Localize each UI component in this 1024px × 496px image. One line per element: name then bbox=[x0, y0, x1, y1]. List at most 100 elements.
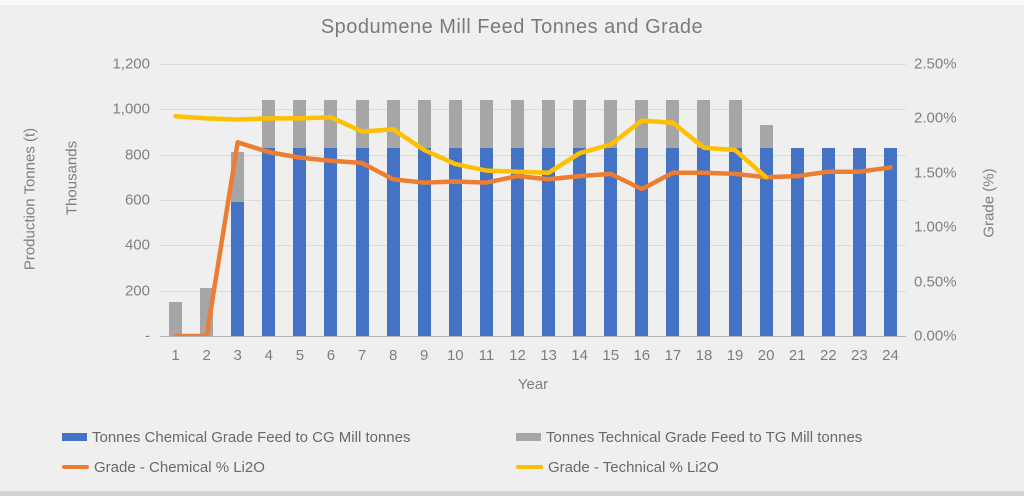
bar-technical-grade-feed bbox=[728, 100, 742, 148]
x-axis-tick-label: 3 bbox=[233, 347, 242, 364]
left-axis-tick-labels: 1,200 1,000 800 600 400 200 - bbox=[86, 56, 150, 345]
bar-technical-grade-feed bbox=[231, 152, 245, 203]
bar-technical-grade-feed bbox=[324, 100, 338, 148]
x-axis-tick-label: 7 bbox=[357, 347, 367, 364]
legend-label: Tonnes Technical Grade Feed to TG Mill t… bbox=[546, 428, 863, 446]
x-axis-tick-label: 20 bbox=[757, 347, 775, 364]
right-axis-tick-label: 1.00% bbox=[914, 218, 957, 236]
legend-item: Grade - Technical % Li2O bbox=[516, 458, 719, 476]
left-axis-tick-label: 600 bbox=[124, 191, 150, 209]
bar-chemical-grade-feed bbox=[510, 147, 524, 336]
x-axis-tick-labels: 1 2 3 4 5 6 7 8 9 10 11 12 13 14 15 16 17 18 19 20 21 22 23 24 bbox=[160, 347, 906, 365]
x-axis-tick-label: 22 bbox=[819, 347, 837, 364]
x-axis-tick-label: 19 bbox=[726, 347, 744, 364]
bar-chemical-grade-feed bbox=[293, 147, 307, 336]
bar-chemical-grade-feed bbox=[542, 147, 556, 336]
x-axis-tick-label: 12 bbox=[509, 347, 526, 364]
left-axis-tick-label: 800 bbox=[124, 146, 150, 164]
legend-item: Tonnes Chemical Grade Feed to CG Mill to… bbox=[62, 428, 410, 446]
legend-swatch-bar bbox=[516, 433, 541, 441]
gridline bbox=[160, 109, 906, 111]
x-axis-tick-label: 5 bbox=[295, 347, 305, 364]
bar-technical-grade-feed bbox=[479, 100, 493, 148]
x-axis-tick-label: 11 bbox=[478, 347, 495, 364]
bar-chemical-grade-feed bbox=[759, 147, 773, 336]
x-axis-tick-label: 6 bbox=[326, 347, 336, 364]
photo-edge-top bbox=[0, 0, 1024, 5]
left-axis-units-label: Thousands bbox=[63, 140, 81, 216]
x-axis-tick-label: 13 bbox=[540, 347, 557, 364]
legend-item: Tonnes Technical Grade Feed to TG Mill t… bbox=[516, 428, 862, 446]
bar-chemical-grade-feed bbox=[355, 147, 369, 336]
bar-chemical-grade-feed bbox=[883, 147, 897, 336]
bar-chemical-grade-feed bbox=[324, 147, 338, 336]
bar-chemical-grade-feed bbox=[604, 147, 618, 336]
x-axis-tick-label: 9 bbox=[420, 347, 429, 364]
bar-chemical-grade-feed bbox=[728, 147, 742, 336]
gridline bbox=[160, 64, 906, 65]
bar-technical-grade-feed bbox=[200, 288, 214, 336]
bar-chemical-grade-feed bbox=[386, 147, 400, 336]
bar-chemical-grade-feed bbox=[666, 147, 680, 336]
left-axis-tick-label: 400 bbox=[124, 236, 150, 254]
x-axis-tick-label: 16 bbox=[633, 347, 651, 364]
legend-swatch-line bbox=[62, 465, 89, 469]
x-axis-tick-label: 24 bbox=[882, 347, 899, 364]
photo-edge-bottom bbox=[0, 491, 1024, 496]
bar-chemical-grade-feed bbox=[821, 147, 835, 336]
left-axis-tick-label: 1,200 bbox=[112, 55, 150, 73]
right-axis-tick-label: 2.50% bbox=[914, 55, 957, 73]
right-axis-tick-label: 0.50% bbox=[914, 273, 957, 291]
left-axis-title: Production Tonnes (t) bbox=[21, 127, 39, 271]
bar-technical-grade-feed bbox=[262, 100, 276, 148]
bar-chemical-grade-feed bbox=[448, 147, 462, 336]
bar-chemical-grade-feed bbox=[262, 147, 276, 336]
plot-area bbox=[160, 64, 906, 337]
bar-chemical-grade-feed bbox=[852, 147, 866, 336]
x-axis-tick-label: 1 bbox=[171, 347, 180, 364]
bar-technical-grade-feed bbox=[448, 100, 462, 148]
bar-chemical-grade-feed bbox=[479, 147, 493, 336]
x-axis-tick-label: 21 bbox=[788, 347, 806, 364]
bar-technical-grade-feed bbox=[697, 100, 711, 148]
x-axis-title: Year bbox=[517, 376, 549, 393]
bar-technical-grade-feed bbox=[759, 125, 773, 148]
left-axis-tick-label: 1,000 bbox=[112, 100, 150, 118]
bar-technical-grade-feed bbox=[510, 100, 524, 148]
right-axis-tick-label: 0.00% bbox=[914, 327, 957, 345]
right-axis-tick-labels: 2.50% 2.00% 1.50% 1.00% 0.50% 0.00% bbox=[914, 56, 984, 345]
bar-technical-grade-feed bbox=[417, 100, 431, 148]
bar-technical-grade-feed bbox=[573, 100, 587, 148]
bar-chemical-grade-feed bbox=[573, 147, 587, 336]
legend-label: Grade - Chemical % Li2O bbox=[94, 458, 265, 476]
x-axis-tick-label: 10 bbox=[446, 347, 464, 364]
x-axis-tick-label: 4 bbox=[264, 347, 273, 364]
x-axis-tick-label: 15 bbox=[602, 347, 620, 364]
legend-item: Grade - Chemical % Li2O bbox=[62, 458, 265, 476]
x-axis-tick-label: 17 bbox=[664, 347, 682, 364]
x-axis-tick-label: 14 bbox=[571, 347, 588, 364]
right-axis-tick-label: 2.00% bbox=[914, 109, 957, 127]
bar-technical-grade-feed bbox=[386, 100, 400, 148]
bar-chemical-grade-feed bbox=[635, 147, 649, 336]
bar-technical-grade-feed bbox=[355, 100, 369, 148]
bar-technical-grade-feed bbox=[635, 100, 649, 148]
line-grade-chemical bbox=[173, 140, 893, 336]
bar-technical-grade-feed bbox=[604, 100, 618, 148]
bar-technical-grade-feed bbox=[542, 100, 556, 148]
x-axis-tick-label: 8 bbox=[388, 347, 398, 364]
legend-label: Tonnes Chemical Grade Feed to CG Mill to… bbox=[92, 428, 411, 446]
legend-swatch-bar bbox=[62, 433, 87, 441]
x-axis-tick-label: 18 bbox=[695, 347, 713, 364]
bar-chemical-grade-feed bbox=[231, 202, 245, 336]
x-axis-tick-label: 2 bbox=[202, 347, 211, 364]
bar-technical-grade-feed bbox=[293, 100, 307, 148]
legend-swatch-line bbox=[516, 465, 543, 469]
chart-title: Spodumene Mill Feed Tonnes and Grade bbox=[320, 16, 704, 38]
axis-zero-line bbox=[160, 336, 906, 337]
bar-technical-grade-feed bbox=[666, 100, 680, 148]
left-axis-tick-label: - bbox=[145, 327, 150, 345]
legend-label: Grade - Technical % Li2O bbox=[548, 458, 719, 476]
left-axis-tick-label: 200 bbox=[124, 282, 150, 300]
